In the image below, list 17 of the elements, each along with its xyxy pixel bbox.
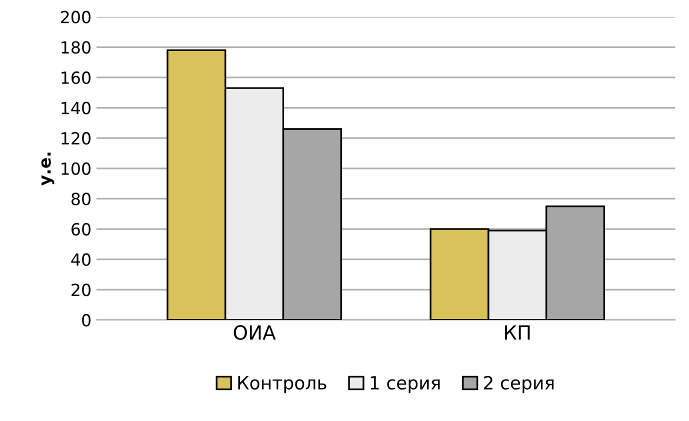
y-tick-label: 60 xyxy=(72,222,90,236)
y-tick-label: 100 xyxy=(62,162,90,175)
legend-label: Контроль xyxy=(238,376,326,394)
y-tick-label: 20 xyxy=(72,284,90,296)
legend-label: 1 серия xyxy=(370,376,440,394)
y-tick-label: 80 xyxy=(72,192,90,206)
legend-label: 2 серия xyxy=(484,376,554,394)
y-tick-label: 140 xyxy=(62,102,90,114)
y-tick-label: 180 xyxy=(62,41,90,54)
x-tick-label: ОИА xyxy=(234,325,276,340)
y-tick-label: 200 xyxy=(61,10,90,24)
y-axis-title: у.е. xyxy=(41,152,54,186)
y-tick-label: 160 xyxy=(62,71,90,84)
y-tick-label: 0 xyxy=(82,314,90,327)
y-tick-label: 120 xyxy=(62,132,90,145)
y-tick-label: 40 xyxy=(71,253,90,266)
x-tick-label: КП xyxy=(505,325,530,340)
